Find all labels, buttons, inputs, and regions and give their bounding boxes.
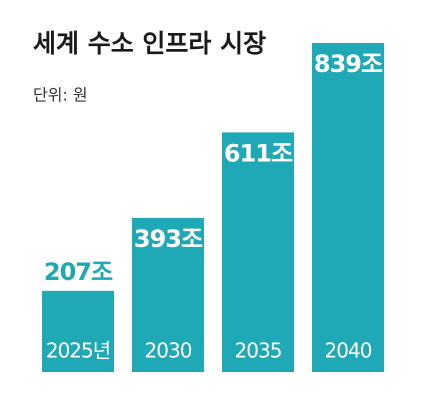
value-label: 207조: [44, 258, 113, 286]
bar: [132, 217, 204, 372]
bar: [312, 43, 384, 372]
x-tick-label: 2040: [325, 339, 372, 363]
bar: [42, 290, 114, 372]
chart-title: 세계 수소 인프라 시장: [33, 29, 266, 58]
value-label: 393조: [134, 225, 203, 253]
value-label: 839조: [314, 50, 383, 78]
x-tick-label: 2025년: [46, 339, 110, 363]
chart-subtitle: 단위: 원: [33, 86, 88, 105]
x-tick-label: 2030: [145, 339, 192, 363]
bar: [222, 132, 294, 372]
value-label: 611조: [224, 139, 293, 167]
x-tick-label: 2035: [235, 339, 282, 363]
